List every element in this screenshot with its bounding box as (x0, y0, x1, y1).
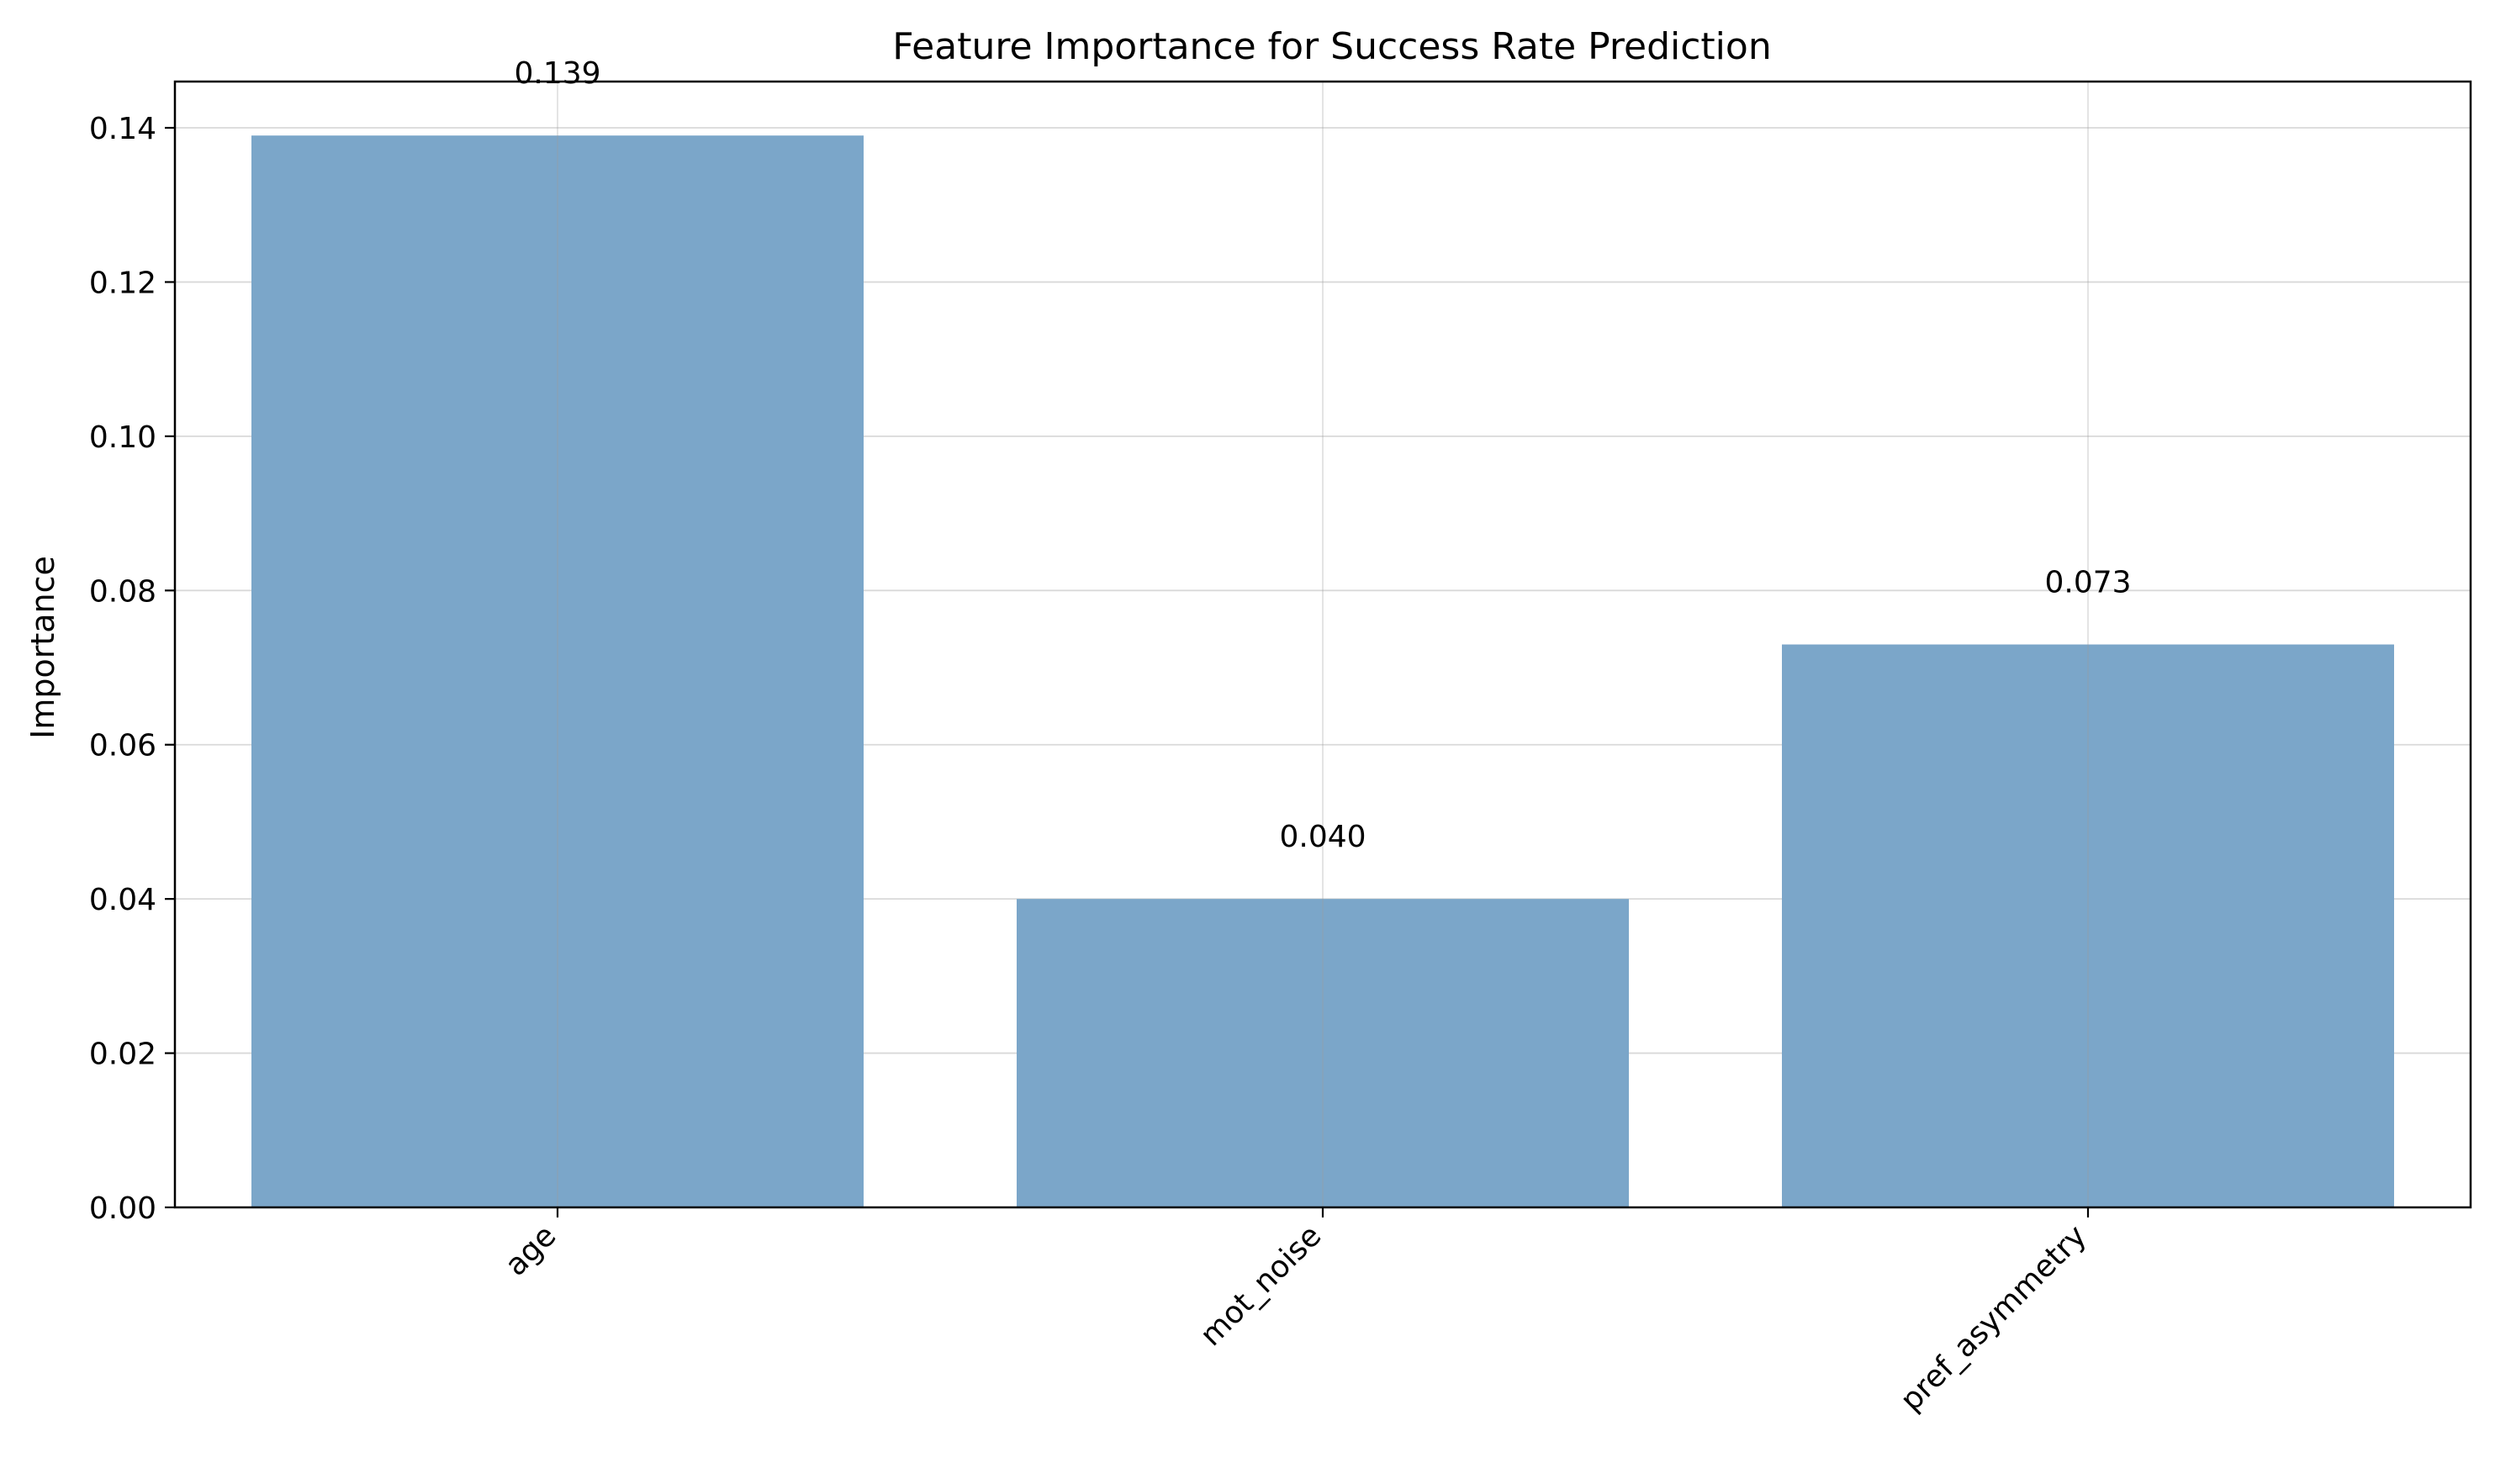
bar-mot_noise (1017, 899, 1629, 1207)
y-tick-label: 0.14 (89, 112, 156, 146)
y-tick-label: 0.10 (89, 420, 156, 455)
y-tick-label: 0.02 (89, 1038, 156, 1072)
y-tick-label: 0.00 (89, 1191, 156, 1226)
bars (251, 135, 2394, 1208)
y-axis-ticks: 0.00 0.02 0.04 0.06 0.08 0.10 0.12 0.14 (89, 112, 175, 1226)
bar-pref_asymmetry (1782, 644, 2394, 1207)
y-axis-label: Importance (24, 556, 61, 739)
bar-value-label: 0.073 (2044, 566, 2131, 600)
y-tick-label: 0.08 (89, 574, 156, 609)
bar-value-labels: 0.139 0.040 0.073 (514, 56, 2131, 854)
chart-title: Feature Importance for Success Rate Pred… (892, 25, 1771, 68)
bar-age (251, 135, 864, 1208)
bar-value-label: 0.040 (1279, 820, 1366, 854)
y-tick-label: 0.12 (89, 266, 156, 300)
y-tick-label: 0.06 (89, 729, 156, 763)
y-tick-label: 0.04 (89, 883, 156, 917)
vertical-grid-lines (557, 82, 2089, 1207)
bar-value-label: 0.139 (514, 56, 600, 91)
